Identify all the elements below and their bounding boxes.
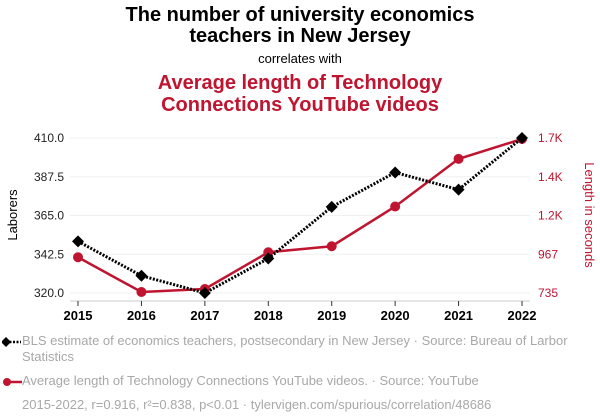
right-tick-label: 967	[538, 247, 558, 261]
right-axis-label: Length in seconds	[582, 162, 597, 268]
legend-item-youtube: Average length of Technology Connections…	[0, 373, 600, 391]
chart-title-line-1: The number of university economics	[125, 4, 475, 26]
left-axis-ticks: 320.0 342.5 365.0 387.5 410.0	[34, 131, 64, 300]
series-group	[72, 132, 528, 299]
diamond-dotted-line-icon	[2, 337, 21, 347]
point-teachers-2022	[516, 132, 528, 144]
x-tick-label: 2017	[190, 308, 219, 323]
left-tick-label: 365.0	[34, 209, 64, 223]
x-tick-label: 2015	[64, 308, 93, 323]
legend-text-youtube: Average length of Technology Connections…	[22, 373, 479, 388]
point-youtube-2020	[390, 201, 401, 212]
series-line-youtube	[77, 137, 523, 294]
legend-text-teachers: BLS estimate of economics teachers, post…	[22, 333, 568, 364]
x-tick-label: 2021	[444, 308, 473, 323]
right-axis-ticks: 735 967 1.2K 1.4K 1.7K	[538, 131, 563, 300]
point-youtube-2016	[136, 286, 147, 297]
point-teachers-2018	[262, 252, 275, 265]
left-axis-label: Laborers	[5, 189, 20, 241]
chart-subtitle-line-1: Average length of Technology	[157, 72, 443, 94]
left-tick-label: 320.0	[34, 286, 64, 300]
correlates-with-label: correlates with	[258, 51, 342, 66]
footer-stats: 2015-2022, r=0.916, r²=0.838, p<0.01 · t…	[22, 397, 492, 412]
point-teachers-2019	[325, 200, 338, 213]
right-tick-label: 1.7K	[538, 131, 563, 145]
x-tick-label: 2016	[127, 308, 156, 323]
point-teachers-2016	[135, 269, 148, 282]
right-tick-label: 735	[538, 286, 558, 300]
point-teachers-2017	[198, 287, 211, 299]
point-teachers-2020	[389, 166, 402, 179]
right-tick-label: 1.2K	[538, 209, 563, 223]
circle-solid-line-icon	[3, 378, 22, 386]
x-tick-label: 2019	[317, 308, 346, 323]
chart-title-line-2: teachers in New Jersey	[189, 25, 411, 47]
x-tick-label: 2018	[254, 308, 283, 323]
right-tick-label: 1.4K	[538, 170, 563, 184]
left-tick-label: 410.0	[34, 131, 64, 145]
x-tick-label: 2020	[381, 308, 410, 323]
point-youtube-2015	[73, 252, 83, 263]
chart-plot: 320.0 342.5 365.0 387.5 410.0 735 967 1.2K 1.4K…	[5, 131, 597, 323]
left-tick-label: 342.5	[34, 247, 64, 261]
chart-title: The number of university economics teach…	[0, 5, 600, 47]
x-tick-label: 2022	[508, 308, 537, 323]
chart-subtitle: Average length of Technology Connections…	[0, 72, 600, 116]
chart-subtitle-line-2: Connections YouTube videos	[161, 94, 439, 116]
legend-item-teachers: BLS estimate of economics teachers, post…	[0, 333, 600, 367]
point-teachers-2015	[72, 235, 84, 248]
point-youtube-2021	[453, 153, 464, 164]
point-teachers-2021	[452, 183, 465, 196]
x-axis: 2015 2016 2017 2018 2019 2020 2021 2022	[64, 300, 537, 323]
left-tick-label: 387.5	[34, 170, 64, 184]
point-youtube-2019	[326, 241, 337, 252]
